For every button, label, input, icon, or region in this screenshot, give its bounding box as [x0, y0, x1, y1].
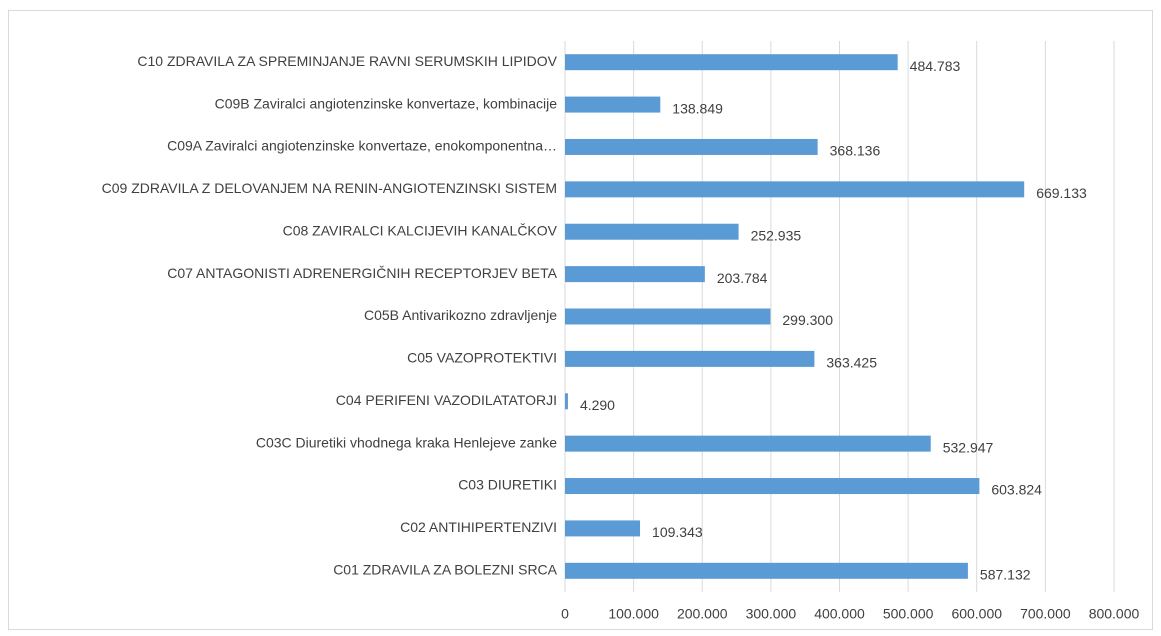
data-label: 532.947 — [943, 439, 994, 455]
data-label: 587.132 — [980, 567, 1031, 583]
x-tick-label: 100.000 — [608, 606, 659, 622]
data-label: 484.783 — [910, 58, 961, 74]
bar — [565, 223, 739, 240]
bar — [565, 96, 661, 113]
bar — [565, 520, 641, 537]
y-tick-label: C03C Diuretiki vhodnega kraka Henlejeve … — [256, 434, 557, 450]
y-tick-label: C08 ZAVIRALCI KALCIJEVIH KANALČKOV — [283, 222, 558, 238]
x-tick-label: 200.000 — [677, 606, 728, 622]
y-tick-label: C04 PERIFENI VAZODILATATORJI — [336, 392, 557, 408]
data-label: 669.133 — [1036, 185, 1087, 201]
data-label: 203.784 — [717, 270, 768, 286]
data-label: 109.343 — [652, 524, 703, 540]
bar — [565, 181, 1025, 198]
x-tick-label: 600.000 — [951, 606, 1002, 622]
y-tick-label: C05B Antivarikozno zdravljenje — [364, 307, 557, 323]
y-tick-label: C09B Zaviralci angiotenzinske konvertaze… — [215, 95, 558, 111]
bar — [565, 435, 931, 452]
x-tick-label: 300.000 — [746, 606, 797, 622]
data-label: 138.849 — [672, 100, 723, 116]
x-tick-label: 400.000 — [814, 606, 865, 622]
bar — [565, 138, 818, 155]
y-tick-label: C05 VAZOPROTEKTIVI — [407, 350, 557, 366]
bar — [565, 393, 568, 410]
x-tick-label: 700.000 — [1020, 606, 1071, 622]
bar — [565, 308, 771, 325]
data-label: 363.425 — [826, 355, 877, 371]
bar — [565, 266, 705, 283]
y-tick-label: C07 ANTAGONISTI ADRENERGIČNIH RECEPTORJE… — [167, 265, 557, 281]
data-label: 299.300 — [782, 312, 833, 328]
bar — [565, 562, 968, 579]
x-tick-label: 800.000 — [1089, 606, 1140, 622]
y-tick-label: C01 ZDRAVILA ZA BOLEZNI SRCA — [333, 562, 557, 578]
y-tick-label: C09A Zaviralci angiotenzinske konvertaze… — [167, 138, 557, 154]
x-tick-label: 500.000 — [883, 606, 934, 622]
y-tick-label: C02 ANTIHIPERTENZIVI — [400, 519, 557, 535]
y-tick-label: C03 DIURETIKI — [458, 477, 557, 493]
data-label: 368.136 — [830, 143, 881, 159]
bar — [565, 478, 980, 495]
y-tick-label: C10 ZDRAVILA ZA SPREMINJANJE RAVNI SERUM… — [137, 53, 557, 69]
data-label: 603.824 — [991, 482, 1042, 498]
data-label: 252.935 — [751, 227, 802, 243]
bar — [565, 350, 815, 367]
x-tick-label: 0 — [561, 606, 569, 622]
data-label: 4.290 — [580, 397, 615, 413]
bar — [565, 54, 898, 71]
y-tick-label: C09 ZDRAVILA Z DELOVANJEM NA RENIN-ANGIO… — [102, 180, 557, 196]
